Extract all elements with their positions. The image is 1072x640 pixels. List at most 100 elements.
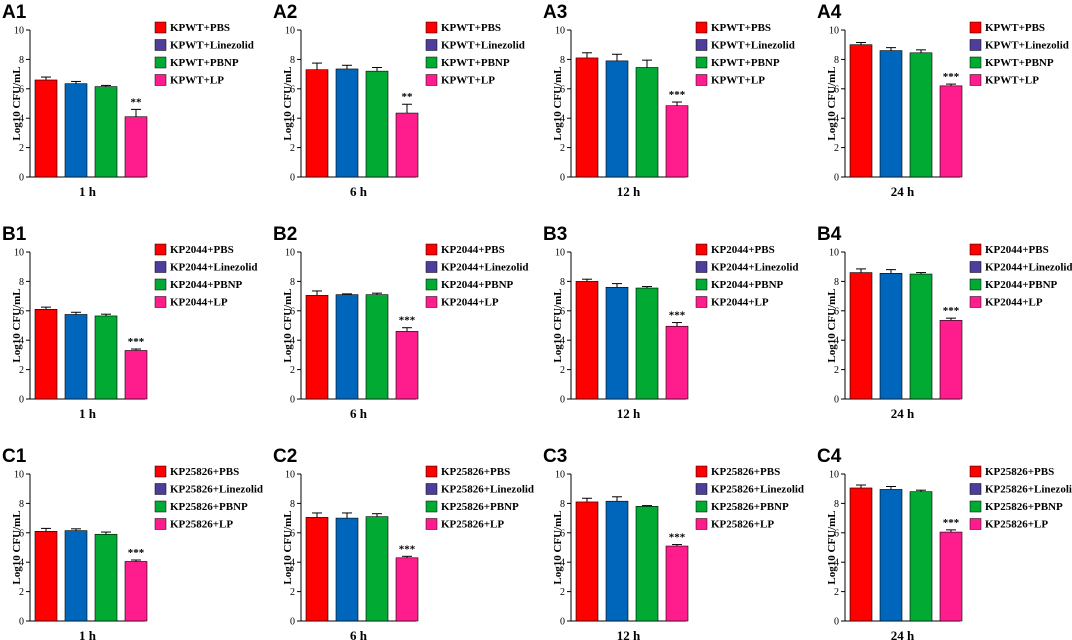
y-tick-label: 4 [290,114,295,125]
bar-2 [605,500,629,622]
legend-label-3: KPWT+PBNP [711,57,780,69]
panel-letter: C4 [817,446,842,467]
y-tick-label: 10 [14,26,24,37]
legend: KP25826+PBS KP25826+Linezolid KP25826+PBNP… [154,465,263,531]
legend: KPWT+PBS KPWT+Linezolid KPWT+PBNP KPWT+LP [154,21,254,87]
y-tick-label: 6 [19,306,24,317]
legend-label-4: KP2044+LP [170,297,228,309]
bar-1 [849,487,873,622]
legend: KP2044+PBS KP2044+Linezolid KP2044+PBNP KP2… [695,243,799,309]
y-tick-label: 2 [560,365,565,376]
y-tick-label: 8 [290,277,295,288]
legend-swatch-2 [695,39,708,51]
legend-swatch-1 [969,465,982,478]
y-tick-label: 10 [14,248,24,259]
legend-swatch-1 [969,243,982,256]
y-tick-label: 8 [834,55,839,66]
bar-2 [335,294,359,400]
x-axis-label: 1 h [79,628,97,640]
legend-swatch-2 [695,483,708,495]
significance-label: *** [399,543,416,555]
bar-2 [879,489,903,622]
significance-label: ** [402,91,414,103]
bar-3 [635,67,659,178]
bar-1 [305,69,329,178]
y-tick-label: 10 [829,26,839,37]
legend-label-1: KP25826+PBS [711,466,780,478]
y-tick-label: 0 [834,395,839,406]
bar-2 [335,517,359,622]
legend-swatch-4 [425,518,438,530]
legend-swatch-4 [695,296,708,308]
y-tick-label: 6 [560,84,565,95]
significance-label: *** [943,71,960,83]
y-tick-label: 2 [834,587,839,598]
y-tick-label: 6 [290,528,295,539]
legend-swatch-2 [425,39,438,51]
legend-swatch-4 [154,518,167,530]
bar-1 [575,57,599,178]
x-axis-label: 12 h [617,628,641,640]
legend-label-1: KP25826+PBS [985,466,1054,478]
panel-letter: B4 [817,224,842,245]
bar-1 [34,531,58,622]
panel-a2: A2 Log10 CFU/mL 0 2 4 6 8 10 ** 6 h KPWT+PBS KPWT+L… [273,2,525,199]
y-tick-label: 6 [834,84,839,95]
y-tick-label: 4 [560,336,565,347]
legend-swatch-2 [154,39,167,51]
significance-label: *** [399,315,416,327]
bar-4 [124,350,148,400]
legend-swatch-4 [154,296,167,308]
legend-label-4: KP2044+LP [711,297,769,309]
significance-label: ** [131,96,143,108]
legend-swatch-1 [695,465,708,478]
y-tick-label: 10 [829,470,839,481]
bar-1 [34,309,58,400]
legend-label-2: KP2044+Linezolid [170,262,258,274]
y-tick-label: 4 [19,558,24,569]
legend-swatch-4 [695,518,708,530]
y-tick-label: 4 [290,336,295,347]
y-tick-label: 6 [560,306,565,317]
y-axis-title: Log10 CFU/mL [11,510,23,584]
y-tick-label: 4 [834,114,839,125]
y-tick-label: 10 [285,470,295,481]
significance-label: *** [128,547,145,559]
legend-label-1: KP2044+PBS [985,244,1049,256]
y-tick-label: 0 [290,617,295,628]
y-tick-label: 0 [560,173,565,184]
y-tick-label: 2 [560,587,565,598]
legend-label-3: KP25826+PBNP [170,501,248,513]
bar-2 [879,50,903,178]
y-tick-label: 6 [290,306,295,317]
y-tick-label: 2 [834,143,839,154]
legend-label-2: KP2044+Linezolid [441,262,529,274]
y-axis-title: Log10 CFU/mL [282,288,294,362]
y-tick-label: 6 [290,84,295,95]
legend-swatch-1 [154,21,167,34]
y-tick-label: 0 [19,617,24,628]
y-tick-label: 4 [560,114,565,125]
legend-label-2: KP25826+Linezolid [985,484,1072,496]
legend-swatch-4 [969,74,982,86]
y-tick-label: 2 [560,143,565,154]
legend-swatch-4 [425,296,438,308]
y-tick-label: 8 [290,499,295,510]
bar-4 [124,116,148,178]
legend-label-4: KPWT+LP [985,75,1039,87]
y-tick-label: 8 [834,277,839,288]
y-tick-label: 6 [834,306,839,317]
legend-label-2: KPWT+Linezolid [711,40,795,52]
legend: KPWT+PBS KPWT+Linezolid KPWT+PBNP KPWT+LP [425,21,525,87]
bar-1 [34,79,58,178]
y-tick-label: 0 [560,617,565,628]
legend-swatch-3 [969,278,982,291]
legend-swatch-3 [425,500,438,513]
legend: KP2044+PBS KP2044+Linezolid KP2044+PBNP KP2… [425,243,529,309]
legend-label-3: KPWT+PBNP [441,57,510,69]
bar-3 [94,86,118,178]
legend-label-2: KPWT+Linezolid [441,40,525,52]
legend: KP25826+PBS KP25826+Linezolid KP25826+PBNP… [969,465,1072,531]
significance-label: *** [943,305,960,317]
